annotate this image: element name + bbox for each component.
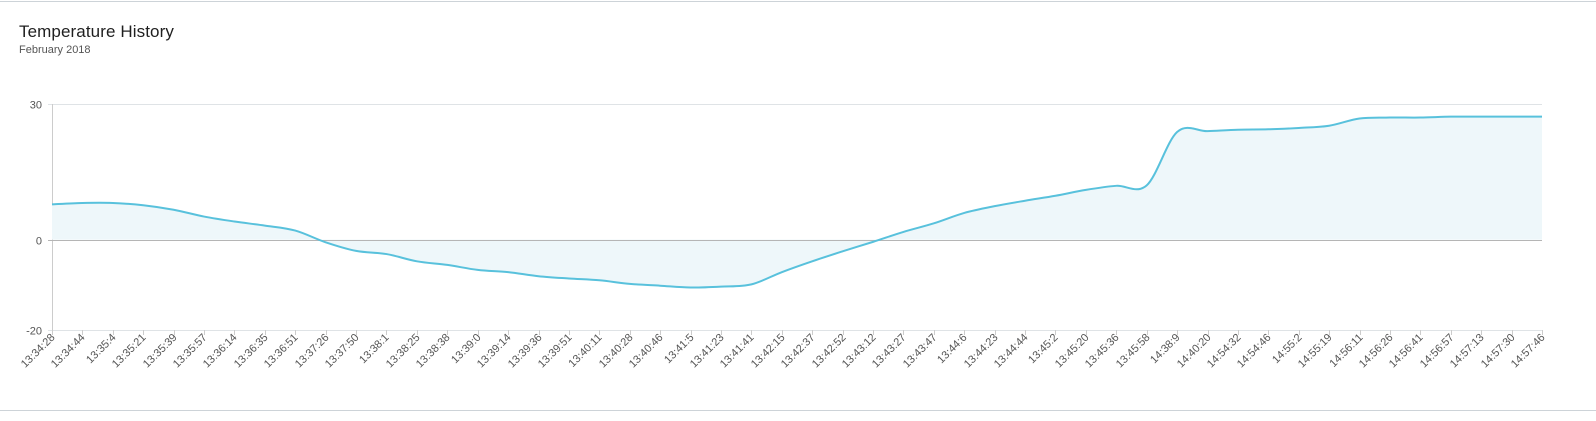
y-tick-label-0: 30 [30, 100, 42, 112]
card-bottom-border [0, 410, 1596, 411]
chart-subtitle: February 2018 [19, 44, 91, 56]
y-axis-ticks: 30 0 -20 [26, 100, 42, 338]
area-layer [51, 115, 1542, 289]
x-tick-label: 13:45:58 [1114, 332, 1153, 371]
x-axis-ticks: 13:34:2813:34:4413:35:413:35:2113:35:391… [19, 330, 1548, 370]
chart-title: Temperature History [19, 22, 174, 41]
series-line [51, 115, 1542, 289]
series-area-fill [52, 116, 1542, 288]
card-top-border [0, 1, 1596, 2]
y-tick-label-1: 0 [36, 236, 42, 248]
x-tick-label: 13:43:47 [901, 332, 940, 371]
chart-header: Temperature History February 2018 [19, 22, 174, 57]
y-tick-label-2: -20 [26, 326, 42, 338]
